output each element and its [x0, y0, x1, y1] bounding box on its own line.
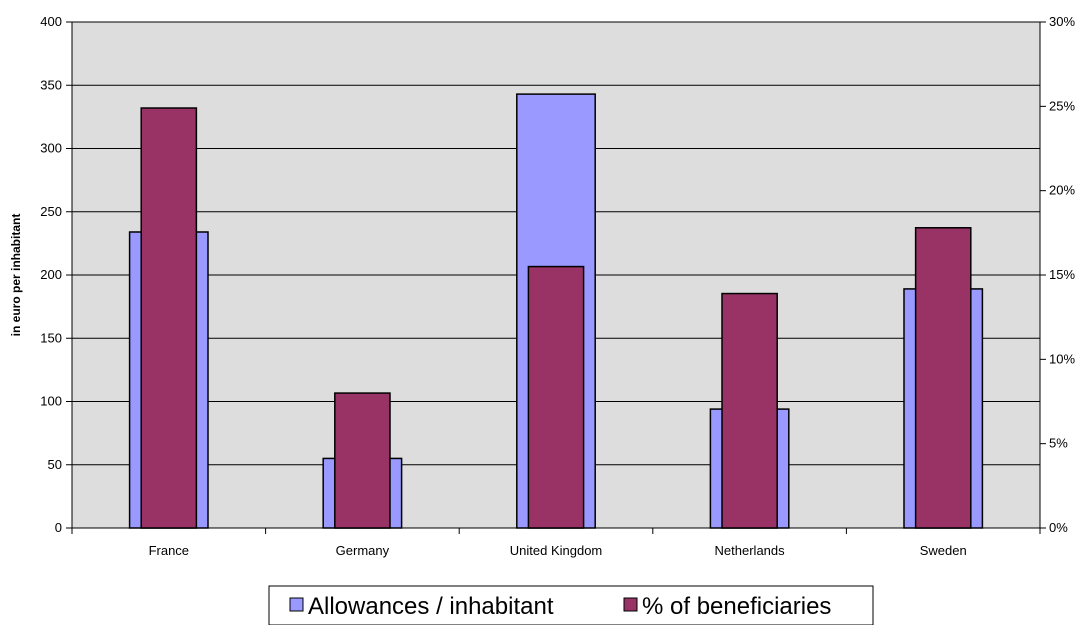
bar-beneficiaries: [140, 107, 198, 529]
left-tick-label: 50: [48, 457, 62, 472]
x-tick-label: Sweden: [920, 543, 967, 558]
left-tick-label: 400: [40, 14, 62, 29]
y-axis-label: in euro per inhabitant: [9, 214, 23, 337]
right-tick-label: 30%: [1049, 14, 1075, 29]
x-axis-ticks: France Germany United Kingdom Netherlands Sw…: [71, 528, 1041, 558]
legend: Allowances / inhabitant % of beneficiari…: [268, 585, 874, 625]
bar-beneficiaries: [527, 265, 585, 529]
x-tick-label: United Kingdom: [510, 543, 603, 558]
bar-beneficiaries: [914, 227, 972, 529]
x-tick-label: France: [149, 543, 189, 558]
left-tick-label: 150: [40, 330, 62, 345]
x-tick-label: Germany: [336, 543, 390, 558]
left-tick-label: 100: [40, 394, 62, 409]
x-tick-label: Netherlands: [715, 543, 786, 558]
left-tick-label: 350: [40, 77, 62, 92]
legend-label-beneficiaries: % of beneficiaries: [642, 593, 831, 620]
left-tick-label: 200: [40, 267, 62, 282]
right-tick-label: 5%: [1049, 436, 1068, 451]
legend-swatch-allowances: [289, 597, 304, 612]
left-axis-ticks: 0 50 100 150 200 250 300 350 400: [40, 14, 72, 535]
legend-swatch-beneficiaries: [623, 597, 638, 612]
right-tick-label: 25%: [1049, 98, 1075, 113]
right-axis-ticks: 0% 5% 10% 15% 20% 25% 30%: [1040, 14, 1075, 535]
right-tick-label: 0%: [1049, 520, 1068, 535]
right-tick-label: 20%: [1049, 183, 1075, 198]
right-tick-label: 15%: [1049, 267, 1075, 282]
legend-box: [268, 585, 874, 625]
bar-beneficiaries: [721, 292, 778, 529]
bars: [128, 93, 984, 529]
left-tick-label: 300: [40, 141, 62, 156]
left-tick-label: 0: [55, 520, 62, 535]
legend-label-allowances: Allowances / inhabitant: [308, 593, 554, 620]
bar-beneficiaries: [334, 392, 391, 529]
left-tick-label: 250: [40, 204, 62, 219]
right-tick-label: 10%: [1049, 351, 1075, 366]
